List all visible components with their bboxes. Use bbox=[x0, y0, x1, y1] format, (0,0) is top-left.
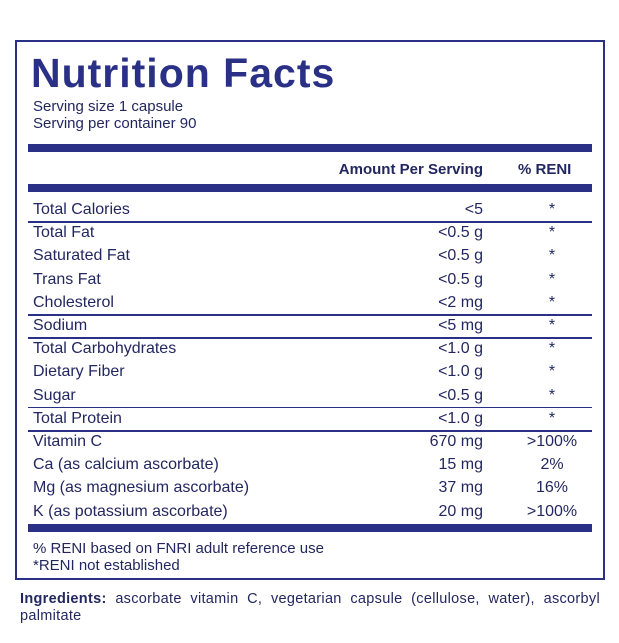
nutrient-name: K (as potassium ascorbate) bbox=[33, 502, 228, 520]
nutrient-reni: * bbox=[548, 201, 556, 218]
nutrient-amount: <5 mg bbox=[438, 317, 483, 334]
rule-thick bbox=[28, 524, 592, 532]
nutrient-amount: <1.0 g bbox=[438, 409, 483, 427]
nutrient-name: Vitamin C bbox=[33, 433, 103, 450]
nutrient-name: Saturated Fat bbox=[33, 247, 130, 265]
nutrient-name: Dietary Fiber bbox=[33, 363, 125, 381]
rule-thin bbox=[28, 221, 592, 223]
nutrient-name: Ca (as calcium ascorbate) bbox=[33, 456, 219, 474]
ingredients: Ingredients: ascorbate vitamin C, vegeta… bbox=[20, 591, 600, 625]
rule-thick bbox=[28, 144, 592, 152]
rule-thin bbox=[28, 430, 592, 432]
nutrient-reni: * bbox=[548, 247, 556, 265]
ingredients-label: Ingredients: bbox=[20, 591, 107, 607]
nutrient-reni: * bbox=[548, 270, 556, 288]
nutrient-amount: 20 mg bbox=[438, 502, 483, 520]
nutrient-reni: * bbox=[548, 317, 556, 334]
nutrient-amount: <2 mg bbox=[438, 293, 483, 311]
nutrient-name: Cholesterol bbox=[33, 293, 114, 311]
nutrient-name: Total Protein bbox=[33, 409, 122, 427]
nutrient-amount: 37 mg bbox=[438, 479, 483, 497]
nutrient-name: Sodium bbox=[33, 317, 88, 334]
nutrient-amount: <1.0 g bbox=[438, 340, 483, 358]
rule-thin bbox=[28, 314, 592, 316]
nutrient-reni: * bbox=[548, 363, 556, 381]
serving-size: Serving size 1 capsule bbox=[33, 98, 184, 115]
nutrient-reni: * bbox=[548, 386, 556, 404]
nutrient-reni: 2% bbox=[540, 456, 564, 474]
rule-thin bbox=[28, 337, 592, 339]
nutrient-reni: 16% bbox=[535, 479, 569, 497]
nutrient-name: Total Carbohydrates bbox=[33, 340, 177, 358]
nutrient-reni: * bbox=[548, 409, 556, 427]
nutrient-reni: * bbox=[548, 340, 556, 358]
nutrient-amount: <0.5 g bbox=[438, 224, 483, 242]
nutrient-amount: 15 mg bbox=[438, 456, 483, 474]
nutrient-amount: 670 mg bbox=[429, 433, 483, 450]
footnote: *RENI not established bbox=[33, 557, 180, 574]
footnote: % RENI based on FNRI adult reference use bbox=[33, 540, 324, 557]
rule-thin bbox=[28, 406, 592, 409]
label-box bbox=[15, 40, 605, 580]
servings-per-container: Serving per container 90 bbox=[33, 115, 197, 132]
reni-header: % RENI bbox=[518, 161, 572, 178]
nutrient-name: Mg (as magnesium ascorbate) bbox=[33, 479, 250, 497]
nutrient-name: Sugar bbox=[33, 386, 76, 404]
nutrient-reni: * bbox=[548, 224, 556, 242]
title: Nutrition Facts bbox=[31, 50, 336, 96]
nutrient-reni: >100% bbox=[526, 433, 578, 450]
nutrient-amount: <0.5 g bbox=[438, 270, 483, 288]
nutrient-amount: <5 bbox=[464, 201, 483, 218]
nutrient-reni: * bbox=[548, 293, 556, 311]
amount-header: Amount Per Serving bbox=[338, 161, 483, 178]
nutrient-name: Total Calories bbox=[33, 201, 130, 218]
nutrient-name: Trans Fat bbox=[33, 270, 101, 288]
nutrient-name: Total Fat bbox=[33, 224, 95, 242]
nutrient-reni: >100% bbox=[526, 502, 578, 520]
rule-thick bbox=[28, 184, 592, 192]
ingredients-text: ascorbate vitamin C, vegetarian capsule … bbox=[20, 591, 600, 624]
nutrient-amount: <1.0 g bbox=[438, 363, 483, 381]
nutrient-amount: <0.5 g bbox=[438, 247, 483, 265]
nutrient-amount: <0.5 g bbox=[438, 386, 483, 404]
